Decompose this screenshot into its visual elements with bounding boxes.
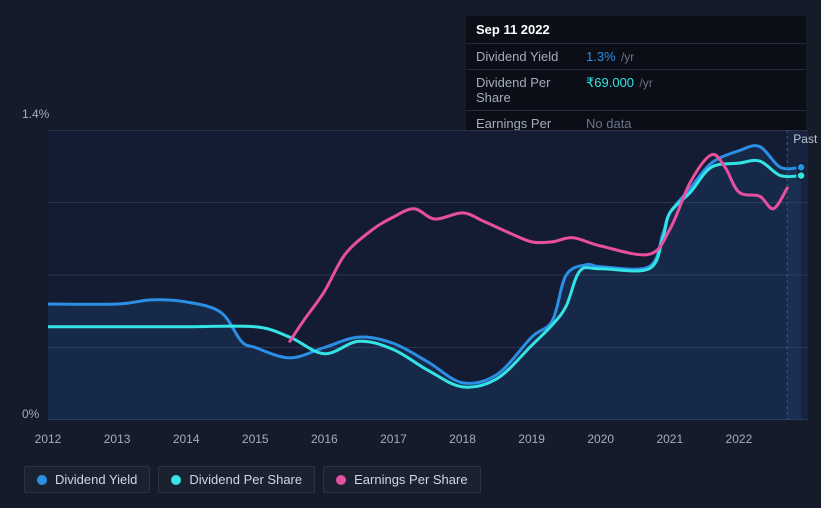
x-axis-tick: 2019 — [518, 432, 545, 446]
tooltip-label: Dividend Yield — [476, 49, 586, 64]
legend-item[interactable]: Dividend Yield — [24, 466, 150, 493]
past-label: Past — [793, 132, 817, 146]
legend-dot-icon — [171, 475, 181, 485]
tooltip-date: Sep 11 2022 — [466, 16, 806, 44]
y-axis-label-min: 0% — [22, 407, 39, 421]
tooltip-value: ₹69.000 /yr — [586, 75, 653, 105]
tooltip-value: 1.3% /yr — [586, 49, 634, 64]
x-axis-tick: 2018 — [449, 432, 476, 446]
x-axis-tick: 2013 — [104, 432, 131, 446]
x-axis-tick: 2017 — [380, 432, 407, 446]
x-axis-tick: 2022 — [726, 432, 753, 446]
tooltip-label: Dividend Per Share — [476, 75, 586, 105]
tooltip-row: Dividend Per Share₹69.000 /yr — [466, 70, 806, 111]
chart-plot-area[interactable] — [48, 130, 808, 420]
x-axis: 2012201320142015201620172018201920202021… — [48, 432, 808, 450]
legend: Dividend Yield Dividend Per Share Earnings… — [24, 466, 481, 493]
legend-label: Dividend Per Share — [189, 472, 302, 487]
chart-svg — [48, 130, 808, 420]
x-axis-tick: 2016 — [311, 432, 338, 446]
legend-dot-icon — [336, 475, 346, 485]
x-axis-tick: 2015 — [242, 432, 269, 446]
legend-label: Earnings Per Share — [354, 472, 467, 487]
tooltip-row: Dividend Yield1.3% /yr — [466, 44, 806, 70]
x-axis-tick: 2021 — [656, 432, 683, 446]
x-axis-tick: 2014 — [173, 432, 200, 446]
x-axis-tick: 2020 — [587, 432, 614, 446]
legend-item[interactable]: Earnings Per Share — [323, 466, 480, 493]
legend-item[interactable]: Dividend Per Share — [158, 466, 315, 493]
x-axis-tick: 2012 — [35, 432, 62, 446]
legend-label: Dividend Yield — [55, 472, 137, 487]
y-axis-label-max: 1.4% — [22, 107, 49, 121]
legend-dot-icon — [37, 475, 47, 485]
